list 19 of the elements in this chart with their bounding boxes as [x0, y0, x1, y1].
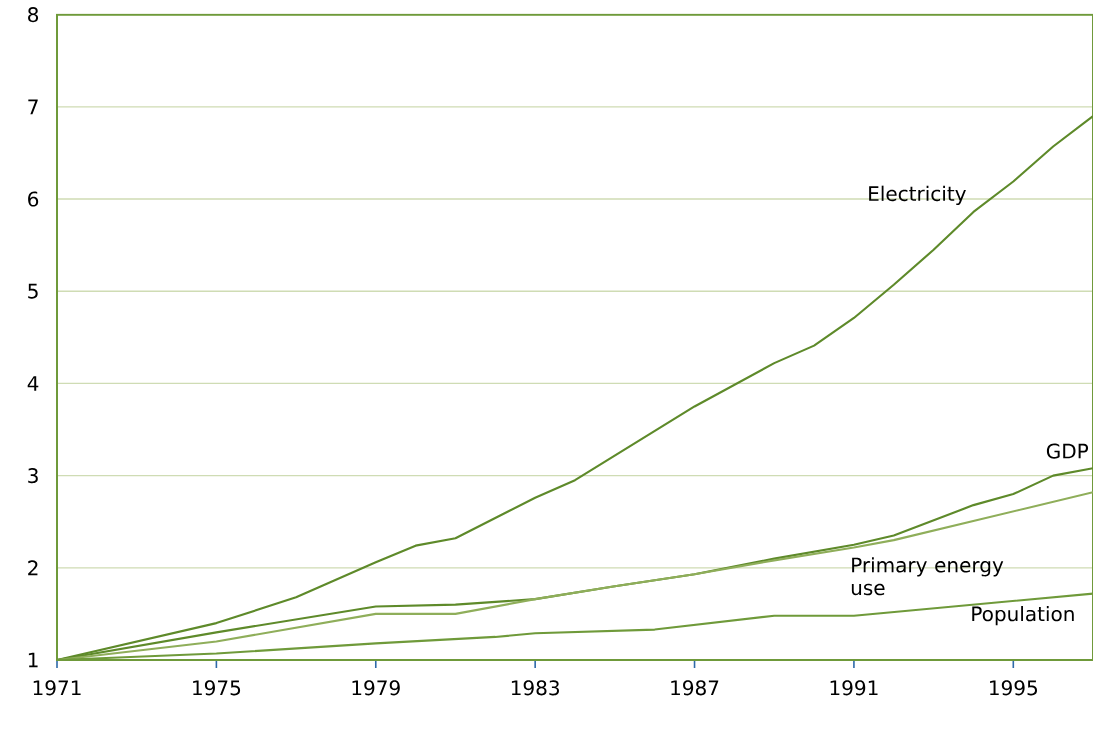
x-tick-label: 1979 — [352, 680, 400, 696]
y-tick-label: 5 — [28, 283, 38, 299]
series-label: Population — [972, 605, 1074, 626]
series-label: Primary energy use — [851, 557, 1004, 596]
y-tick-label: 8 — [28, 7, 39, 23]
y-tick-label: 6 — [28, 191, 39, 207]
x-tick-label: 1975 — [193, 680, 241, 696]
x-tick-label: 1987 — [671, 680, 719, 696]
x-tick-label: 1995 — [990, 680, 1037, 696]
y-tick-label: 1 — [28, 652, 38, 668]
y-tick-label: 2 — [28, 560, 38, 576]
x-tick-label: 1983 — [511, 680, 559, 696]
y-tick-label: 4 — [27, 376, 39, 391]
y-tick-label: 3 — [28, 468, 38, 484]
x-tick-label: 1991 — [830, 680, 878, 696]
x-tick-label: 1971 — [33, 680, 81, 696]
series-label: Electricity — [869, 185, 966, 206]
y-tick-label: 7 — [28, 99, 38, 115]
series-label: GDP — [1046, 443, 1089, 459]
